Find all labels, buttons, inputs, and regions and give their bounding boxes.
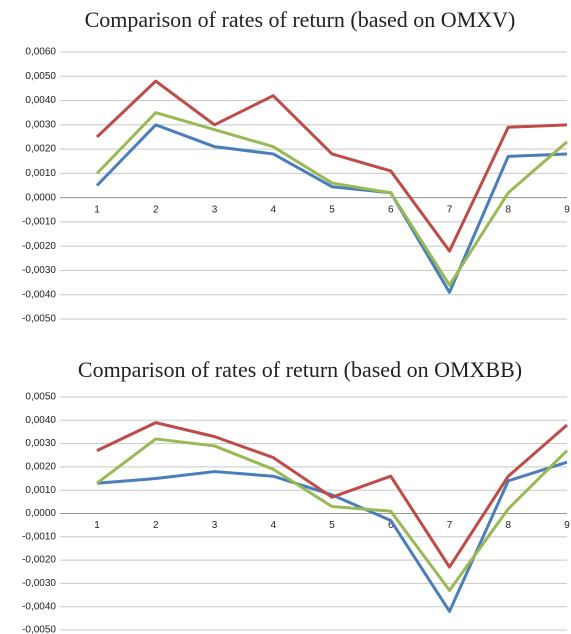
y-tick-label: -0,0020 [22,555,56,566]
y-tick-label: 0,0060 [25,47,56,58]
y-tick-label: 0,0040 [25,415,56,426]
x-tick-label: 5 [329,204,335,215]
x-tick-label: 6 [388,520,394,531]
y-tick-label: 0,0000 [25,192,56,203]
x-tick-label: 9 [564,204,570,215]
y-tick-label: 0,0030 [25,438,56,449]
y-tick-label: 0,0040 [25,95,56,106]
x-tick-label: 3 [212,520,218,531]
y-tick-label: -0,0010 [22,531,56,542]
series-line [95,111,568,287]
y-tick-label: 0,0000 [25,508,56,519]
series-line [95,123,568,294]
y-tick-label: -0,0010 [22,217,56,228]
series-line [96,437,569,592]
y-tick-label: 0,0050 [25,392,56,403]
x-tick-label: 6 [388,204,394,215]
x-tick-label: 4 [270,520,276,531]
x-tick-label: 4 [270,204,276,215]
series-line [96,421,568,569]
y-tick-label: -0,0040 [22,601,56,612]
x-tick-label: 2 [153,204,159,215]
y-tick-label: 0,0020 [25,462,56,473]
y-tick-label: 0,0050 [25,71,56,82]
y-tick-label: 0,0010 [25,168,56,179]
x-tick-label: 5 [329,520,335,531]
chart-title: Comparison of rates of return (based on … [85,7,516,32]
x-tick-label: 9 [564,520,570,531]
series-line [96,460,568,613]
x-tick-label: 1 [94,204,100,215]
y-tick-label: 0,0010 [25,485,56,496]
chart-title: Comparison of rates of return (based on … [78,357,522,382]
y-tick-label: -0,0030 [22,578,56,589]
x-tick-label: 7 [447,520,453,531]
y-tick-label: -0,0030 [22,265,56,276]
y-tick-label: -0,0050 [22,314,56,325]
x-tick-label: 3 [212,204,218,215]
y-tick-label: 0,0020 [25,144,56,155]
x-tick-label: 8 [505,520,511,531]
x-tick-label: 8 [505,204,511,215]
y-tick-label: 0,0030 [25,119,56,130]
x-tick-label: 2 [153,520,159,531]
x-tick-label: 1 [94,520,100,531]
y-tick-label: -0,0040 [22,289,56,300]
y-tick-label: -0,0020 [22,241,56,252]
series-line [95,79,568,253]
y-tick-label: -0,0050 [22,625,56,634]
x-tick-label: 7 [447,204,453,215]
